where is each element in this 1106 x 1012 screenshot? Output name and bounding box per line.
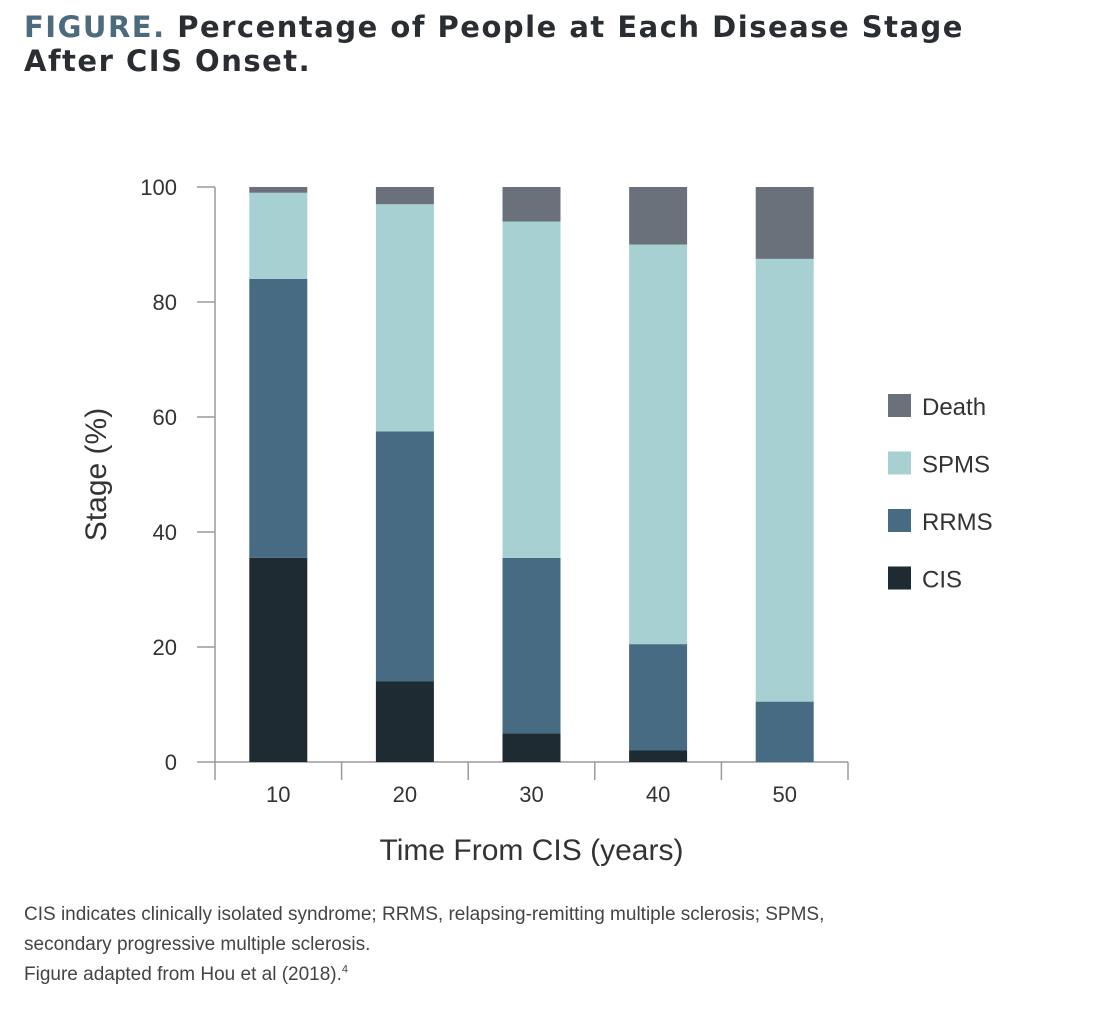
x-tick-label: 10	[266, 782, 290, 807]
bar-segment-cis-10	[249, 557, 308, 762]
legend-label-cis: CIS	[922, 567, 962, 594]
bar-segment-rrms-50	[755, 701, 814, 762]
caption-source: Figure adapted from Hou et al (2018).	[24, 964, 342, 985]
figure-title-text: Percentage of People at Each Disease Sta…	[165, 10, 964, 44]
bar-segment-death-50	[755, 187, 814, 259]
bar-segment-cis-20	[375, 681, 434, 762]
bar-segment-cis-40	[629, 750, 688, 762]
y-tick-label: 100	[140, 175, 177, 200]
y-tick-label: 80	[153, 290, 177, 315]
x-tick-label: 40	[646, 782, 670, 807]
caption-line-2: secondary progressive multiple sclerosis…	[24, 934, 371, 955]
figure-caption: CIS indicates clinically isolated syndro…	[24, 900, 1084, 990]
bar-segment-spms-40	[629, 244, 688, 645]
x-tick-label: 20	[393, 782, 417, 807]
legend-swatch-cis	[888, 566, 911, 590]
bar-segment-death-10	[249, 187, 308, 193]
figure-label: FIGURE.	[24, 10, 166, 44]
x-axis-title: Time From CIS (years)	[380, 834, 684, 867]
bar-segment-cis-30	[502, 733, 561, 762]
legend-label-rrms: RRMS	[922, 509, 993, 536]
y-tick-label: 0	[165, 750, 177, 775]
bar-segment-rrms-20	[375, 431, 434, 682]
figure-title: FIGURE. Percentage of People at Each Dis…	[24, 10, 964, 78]
bar-segment-death-40	[629, 187, 688, 245]
bar-segment-spms-20	[375, 204, 434, 432]
y-tick-label: 60	[153, 405, 177, 430]
bar-segment-rrms-40	[629, 644, 688, 751]
bar-segment-death-30	[502, 187, 561, 222]
y-tick-label: 40	[153, 520, 177, 545]
caption-line-3: Figure adapted from Hou et al (2018).4	[24, 960, 1084, 990]
y-tick-label: 20	[153, 635, 177, 660]
caption-reference: 4	[341, 963, 349, 976]
bar-segment-rrms-30	[502, 557, 561, 734]
stacked-bar-chart: 0 20 40 60 80 100 10 20 30 40 50 Time From CIS (yea…	[80, 175, 993, 867]
legend-swatch-death	[888, 394, 911, 417]
bar-segment-spms-10	[249, 192, 308, 279]
legend-swatch-rrms	[888, 509, 911, 532]
figure-title-line2: After CIS Onset.	[24, 44, 312, 78]
x-tick-label: 50	[772, 782, 796, 807]
bar-segment-spms-50	[755, 258, 814, 702]
legend-label-spms: SPMS	[922, 452, 990, 479]
bar-segment-rrms-10	[249, 279, 308, 558]
y-axis-title: Stage (%)	[80, 408, 113, 541]
legend-label-death: Death	[922, 394, 986, 421]
bar-segment-death-20	[375, 187, 434, 205]
legend-swatch-spms	[888, 451, 911, 475]
bar-segment-spms-30	[502, 221, 561, 558]
x-tick-label: 30	[519, 782, 543, 807]
caption-line-1: CIS indicates clinically isolated syndro…	[24, 904, 825, 925]
